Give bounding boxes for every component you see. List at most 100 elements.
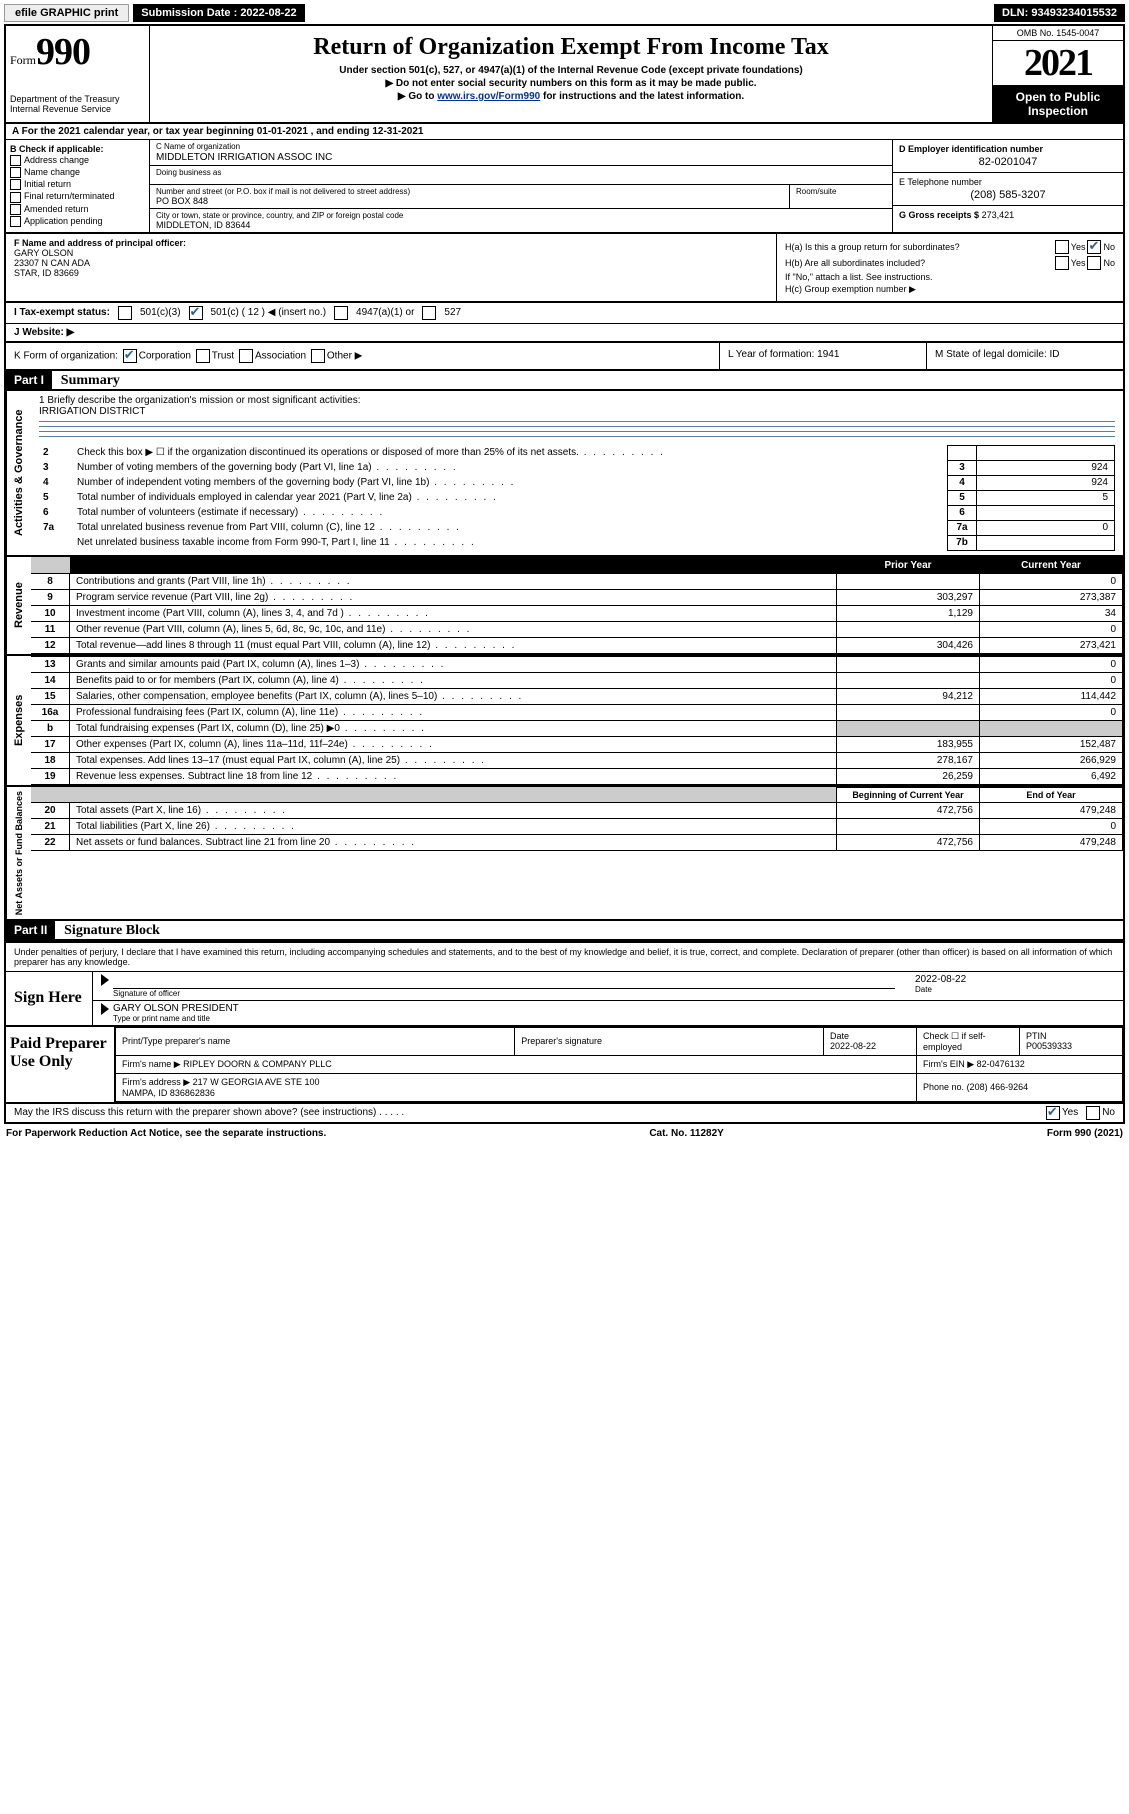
chk-4947[interactable] <box>334 306 348 320</box>
chk-final-return[interactable] <box>10 192 21 203</box>
prep-name-header: Print/Type preparer's name <box>116 1027 515 1055</box>
part2-title: Signature Block <box>58 923 160 938</box>
side-expenses: Expenses <box>6 656 31 785</box>
end-year-header: End of Year <box>980 787 1123 802</box>
form-version: Form 990 (2021) <box>1047 1128 1123 1139</box>
part1-header: Part I <box>6 371 52 389</box>
chk-501c[interactable] <box>189 306 203 320</box>
discuss-no[interactable] <box>1086 1106 1100 1120</box>
officer-group-block: F Name and address of principal officer:… <box>4 234 1125 303</box>
tax-year: 2021 <box>993 41 1123 86</box>
chk-initial-return[interactable] <box>10 179 21 190</box>
hc-label: H(c) Group exemption number ▶ <box>785 284 1115 295</box>
paid-preparer-label: Paid Preparer Use Only <box>6 1027 115 1102</box>
prior-year-header: Prior Year <box>837 557 980 573</box>
dba-label: Doing business as <box>156 168 886 177</box>
sig-date-label: Date <box>915 985 1115 994</box>
subtitle-1: Under section 501(c), 527, or 4947(a)(1)… <box>158 65 984 76</box>
check-applicable: B Check if applicable: Address change Na… <box>6 140 150 232</box>
officer-print-name: GARY OLSON PRESIDENT <box>113 1003 1115 1014</box>
officer-addr1: 23307 N CAN ADA <box>14 258 768 268</box>
tax-status-label: I Tax-exempt status: <box>14 307 110 318</box>
chk-name-change[interactable] <box>10 167 21 178</box>
chk-application-pending[interactable] <box>10 216 21 227</box>
status-block: I Tax-exempt status: 501(c)(3) 501(c) ( … <box>4 303 1125 343</box>
sig-officer-label: Signature of officer <box>113 989 895 998</box>
room-label: Room/suite <box>790 185 892 208</box>
cat-number: Cat. No. 11282Y <box>649 1128 723 1139</box>
omb-number: OMB No. 1545-0047 <box>993 26 1123 41</box>
ha-no[interactable] <box>1087 240 1101 254</box>
side-revenue: Revenue <box>6 557 31 654</box>
side-governance: Activities & Governance <box>6 391 31 555</box>
side-netassets: Net Assets or Fund Balances <box>6 787 31 919</box>
officer-addr2: STAR, ID 83669 <box>14 268 768 278</box>
form-org-label: K Form of organization: <box>14 350 118 361</box>
page-footer: For Paperwork Reduction Act Notice, see … <box>4 1124 1125 1143</box>
irs-discuss-row: May the IRS discuss this return with the… <box>4 1104 1125 1124</box>
phone-value: (208) 585-3207 <box>899 189 1117 201</box>
self-employed-check[interactable]: Check ☐ if self-employed <box>917 1027 1020 1055</box>
irs-discuss-question: May the IRS discuss this return with the… <box>14 1107 404 1118</box>
sign-here-label: Sign Here <box>6 972 93 1025</box>
chk-other[interactable] <box>311 349 325 363</box>
dln-label: DLN: 93493234015532 <box>994 4 1125 22</box>
city-value: MIDDLETON, ID 83644 <box>156 220 886 230</box>
city-label: City or town, state or province, country… <box>156 211 886 220</box>
department-label: Department of the Treasury Internal Reve… <box>10 94 145 114</box>
hb-yes[interactable] <box>1055 256 1069 270</box>
discuss-yes[interactable] <box>1046 1106 1060 1120</box>
arrow-icon <box>101 1003 109 1015</box>
sig-date: 2022-08-22 <box>915 974 1115 985</box>
identity-block: B Check if applicable: Address change Na… <box>4 140 1125 234</box>
mission-answer: IRRIGATION DISTRICT <box>39 406 1115 417</box>
officer-label: F Name and address of principal officer: <box>14 238 768 248</box>
perjury-statement: Under penalties of perjury, I declare th… <box>6 943 1123 972</box>
ein-value: 82-0201047 <box>899 156 1117 168</box>
subtitle-2: Do not enter social security numbers on … <box>158 78 984 89</box>
efile-print-button[interactable]: efile GRAPHIC print <box>4 4 129 22</box>
hb-label: H(b) Are all subordinates included? <box>785 258 1053 268</box>
beg-year-header: Beginning of Current Year <box>837 787 980 802</box>
gross-label: G Gross receipts $ <box>899 210 979 220</box>
instructions-link[interactable]: www.irs.gov/Form990 <box>437 91 540 102</box>
chk-address-change[interactable] <box>10 155 21 166</box>
org-name-label: C Name of organization <box>156 142 886 151</box>
ptin-value: P00539333 <box>1026 1041 1072 1051</box>
preparer-block: Paid Preparer Use Only Print/Type prepar… <box>4 1027 1125 1104</box>
submission-date: Submission Date : 2022-08-22 <box>133 4 304 22</box>
org-name: MIDDLETON IRRIGATION ASSOC INC <box>156 152 886 163</box>
org-form-block: K Form of organization: Corporation Trus… <box>4 343 1125 371</box>
chk-501c3[interactable] <box>118 306 132 320</box>
officer-name: GARY OLSON <box>14 248 768 258</box>
chk-assoc[interactable] <box>239 349 253 363</box>
ha-yes[interactable] <box>1055 240 1069 254</box>
ha-label: H(a) Is this a group return for subordin… <box>785 242 1053 252</box>
subtitle-3: Go to www.irs.gov/Form990 for instructio… <box>158 91 984 102</box>
paperwork-notice: For Paperwork Reduction Act Notice, see … <box>6 1128 326 1139</box>
chk-527[interactable] <box>422 306 436 320</box>
chk-trust[interactable] <box>196 349 210 363</box>
arrow-icon <box>101 974 109 986</box>
street-label: Number and street (or P.O. box if mail i… <box>156 187 783 196</box>
form-header: Form990 Department of the Treasury Inter… <box>4 24 1125 124</box>
chk-amended-return[interactable] <box>10 204 21 215</box>
part1-title: Summary <box>55 373 120 388</box>
website-label: J Website: ▶ <box>14 327 74 338</box>
part2-header: Part II <box>6 921 55 939</box>
prep-sig-header: Preparer's signature <box>515 1027 824 1055</box>
ein-label: D Employer identification number <box>899 144 1117 154</box>
chk-corp[interactable] <box>123 349 137 363</box>
phone-label: E Telephone number <box>899 177 1117 187</box>
top-bar: efile GRAPHIC print Submission Date : 20… <box>4 4 1125 22</box>
mission-question: 1 Briefly describe the organization's mi… <box>39 395 1115 406</box>
current-year-header: Current Year <box>980 557 1123 573</box>
state-domicile: M State of legal domicile: ID <box>927 343 1123 369</box>
gross-value: 273,421 <box>982 210 1015 220</box>
hb-note: If "No," attach a list. See instructions… <box>785 272 1115 282</box>
form-number: Form990 <box>10 30 145 74</box>
hb-no[interactable] <box>1087 256 1101 270</box>
firm-name: RIPLEY DOORN & COMPANY PLLC <box>183 1059 332 1069</box>
firm-phone: (208) 466-9264 <box>967 1082 1029 1092</box>
firm-ein: 82-0476132 <box>977 1059 1025 1069</box>
